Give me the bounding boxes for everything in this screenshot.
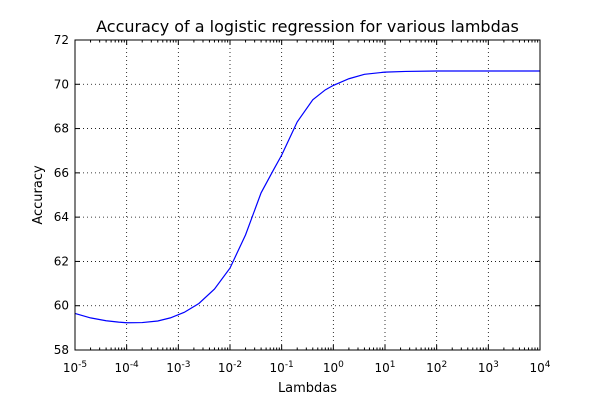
y-tick-label: 70: [54, 77, 69, 91]
y-axis-label: Accuracy: [31, 165, 46, 225]
x-tick-label: 10-3: [166, 360, 190, 375]
tick-labels: 10-5 10-4 10-3 10-2 10-1 100 101 102 103 104 58 60 6…: [54, 33, 551, 375]
x-tick-label: 104: [529, 360, 550, 375]
y-tick-label: 64: [54, 210, 69, 224]
y-tick-label: 60: [54, 299, 69, 313]
x-tick-label: 102: [426, 360, 447, 375]
x-axis-label: Lambdas: [278, 381, 337, 396]
y-tick-label: 72: [54, 33, 69, 47]
x-tick-label: 100: [323, 360, 344, 375]
x-tick-label: 10-1: [270, 360, 294, 375]
y-tick-label: 58: [54, 343, 69, 357]
x-tick-label: 10-4: [115, 360, 140, 375]
y-tick-label: 62: [54, 254, 69, 268]
x-tick-label: 10-2: [218, 360, 242, 375]
ticks: [74, 39, 541, 351]
x-tick-label: 103: [478, 360, 499, 375]
series-group: [74, 70, 540, 324]
y-tick-label: 66: [54, 166, 69, 180]
accuracy-series-line: [74, 70, 540, 324]
y-tick-label: 68: [54, 122, 69, 136]
x-tick-label: 101: [374, 360, 395, 375]
plot-frame: [74, 39, 541, 351]
chart-title: Accuracy of a logistic regression for va…: [96, 17, 519, 36]
x-tick-label: 10-5: [63, 360, 87, 375]
